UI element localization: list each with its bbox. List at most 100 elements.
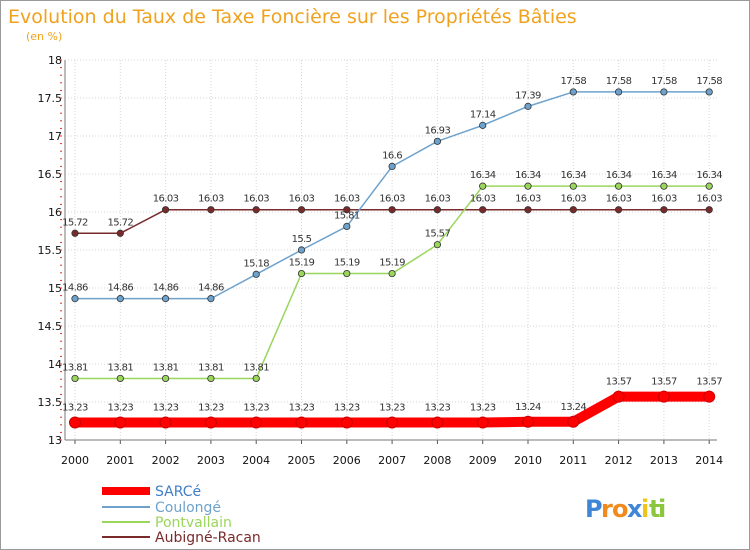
series-point-0 (612, 390, 625, 403)
data-label: 13.81 (107, 362, 133, 373)
logo-letter: i (641, 495, 649, 523)
data-label: 16.03 (289, 194, 315, 205)
x-tick-label: 2005 (288, 454, 316, 467)
x-tick-label: 2012 (605, 454, 633, 467)
data-label: 16.03 (334, 194, 360, 205)
series-point-3 (116, 229, 124, 237)
series-point-1 (388, 162, 396, 170)
series-point-0 (476, 416, 489, 429)
series-point-0 (69, 416, 81, 429)
proxiti-logo: Pr oxi ti (585, 495, 666, 523)
axes: 13 13.5 14 14.5 15 15.5 16 16.5 17 17.5 18 2000 2001… (38, 54, 724, 467)
logo-letter: o (612, 495, 629, 523)
series-point-3 (297, 206, 306, 214)
data-label: 15.81 (334, 210, 360, 221)
series-point-2 (162, 374, 170, 383)
series-point-2 (569, 182, 577, 190)
x-tick-label: 2009 (469, 454, 497, 467)
data-label: 15.72 (62, 217, 88, 228)
logo-letter: r (601, 495, 613, 523)
data-label: 17.58 (696, 76, 722, 87)
y-tick-label: 13 (48, 434, 62, 447)
series-point-3 (207, 206, 215, 214)
x-tick-label: 2004 (242, 454, 270, 467)
data-label: 16.34 (606, 170, 632, 181)
series-point-3 (705, 206, 713, 214)
series-point-1 (71, 295, 79, 303)
series-point-2 (705, 182, 713, 190)
x-tick-label: 2002 (152, 454, 180, 467)
data-label: 13.24 (515, 402, 541, 413)
series-point-3 (388, 206, 396, 214)
x-tick-label: 2003 (197, 454, 225, 467)
grid-lines (65, 59, 717, 441)
series-point-0 (204, 416, 217, 429)
series-point-2 (660, 182, 668, 190)
data-label: 16.03 (198, 194, 224, 205)
series-point-1 (524, 102, 532, 110)
x-tick-label: 2011 (559, 454, 587, 467)
series-point-0 (340, 416, 353, 429)
data-label: 16.03 (379, 194, 405, 205)
legend-item-coulonge[interactable]: Coulongé (102, 500, 221, 516)
data-label: 14.86 (153, 283, 179, 294)
data-label: 13.23 (425, 403, 451, 414)
series-point-3 (660, 206, 668, 214)
data-label: 15.72 (107, 217, 133, 228)
legend-item-aubigne-racan[interactable]: Aubigné-Racan (102, 530, 261, 546)
data-label: 13.57 (651, 377, 677, 388)
data-label: 13.23 (198, 403, 224, 414)
data-label: 17.58 (606, 76, 632, 87)
series-point-2 (71, 374, 79, 383)
series-point-0 (567, 415, 580, 428)
y-tick-label: 14.5 (38, 320, 63, 333)
data-label: 15.18 (243, 258, 269, 269)
data-label: 16.34 (696, 170, 722, 181)
series-point-1 (252, 270, 260, 278)
series-point-3 (569, 206, 577, 214)
data-label: 13.23 (470, 403, 496, 414)
data-label: 16.6 (382, 150, 402, 161)
series-point-3 (614, 206, 623, 214)
series-point-3 (71, 229, 79, 237)
data-label: 16.03 (560, 194, 586, 205)
series-point-3 (433, 206, 441, 214)
series-lines (69, 88, 716, 429)
legend-swatch-coulonge (102, 506, 150, 508)
legend-swatch-aubigne-racan (102, 536, 150, 538)
series-point-2 (252, 374, 260, 383)
x-tick-label: 2006 (333, 454, 361, 467)
y-tick-label: 15.5 (38, 244, 63, 257)
legend-label-sarce: SARCé (155, 484, 201, 500)
chart-title: Evolution du Taux de Taxe Foncière sur l… (8, 6, 577, 28)
series-point-1 (614, 88, 623, 96)
series-point-1 (116, 295, 124, 303)
logo-letter: P (585, 495, 603, 523)
data-label: 16.03 (515, 194, 541, 205)
data-labels: 13.23 13.23 13.23 13.23 13.23 13.23 13.23 13.23… (62, 76, 723, 414)
series-point-1 (660, 88, 668, 96)
series-point-3 (252, 206, 260, 214)
y-tick-label: 16.5 (38, 168, 63, 181)
series-point-1 (433, 137, 441, 145)
legend-swatch-pontvallain (102, 521, 150, 523)
series-point-1 (297, 246, 306, 254)
data-label: 17.14 (470, 109, 496, 120)
data-label: 13.57 (606, 377, 632, 388)
data-label: 14.86 (62, 283, 88, 294)
series-point-0 (703, 390, 716, 403)
data-label: 13.23 (153, 403, 179, 414)
x-tick-label: 2013 (650, 454, 678, 467)
series-point-0 (250, 416, 263, 429)
series-point-0 (522, 415, 534, 428)
data-label: 15.5 (292, 234, 312, 245)
series-point-2 (524, 182, 532, 190)
legend-item-pontvallain[interactable]: Pontvallain (102, 515, 232, 531)
x-tick-label: 2008 (423, 454, 451, 467)
legend-label-pontvallain: Pontvallain (155, 515, 232, 531)
legend-item-sarce[interactable]: SARCé (102, 484, 201, 500)
y-tick-label: 15 (48, 282, 62, 295)
data-label: 16.93 (425, 125, 451, 136)
logo-letter: x (627, 495, 643, 523)
